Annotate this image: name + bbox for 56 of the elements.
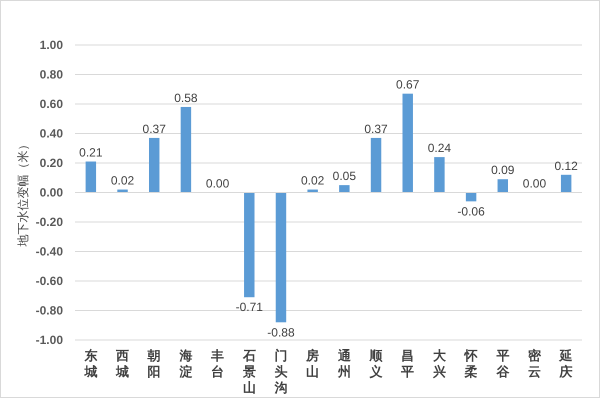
- y-tick-label: -0.80: [36, 304, 64, 318]
- x-tick-label: 东城: [83, 348, 98, 379]
- data-label: 0.00: [206, 176, 230, 190]
- bar: [434, 157, 445, 192]
- y-tick-label: 0.60: [40, 97, 64, 111]
- data-label: 0.02: [300, 174, 325, 188]
- bar: [402, 94, 413, 192]
- y-tick-label: 0.40: [40, 126, 64, 140]
- bar: [339, 185, 350, 192]
- bar: [466, 192, 476, 202]
- y-tick-label: -0.20: [36, 215, 64, 229]
- data-label: 0.21: [79, 146, 103, 160]
- data-label: 0.67: [396, 78, 420, 92]
- bar: [244, 192, 255, 298]
- x-tick-label: 西城: [115, 348, 130, 379]
- x-tick-label: 丰台: [210, 348, 224, 379]
- y-tick-label: 0.00: [40, 186, 64, 200]
- bar: [148, 138, 160, 192]
- x-tick-label: 门头沟: [273, 348, 288, 395]
- x-tick-label: 平谷: [495, 348, 510, 379]
- y-tick-label: -0.40: [36, 244, 64, 258]
- data-label: 0.24: [428, 141, 452, 156]
- x-tick-label: 通州: [336, 348, 352, 379]
- x-tick-label: 延庆: [558, 348, 573, 379]
- data-label: 0.09: [491, 163, 515, 178]
- x-tick-label: 昌平: [400, 348, 414, 379]
- bar: [180, 106, 192, 192]
- y-tick-label: -0.60: [36, 274, 64, 288]
- bar: [498, 179, 508, 192]
- data-label: -0.06: [457, 204, 486, 218]
- data-label: -0.71: [236, 300, 264, 314]
- x-tick-label: 大兴: [432, 348, 447, 379]
- bar: [560, 174, 572, 192]
- x-tick-label: 顺义: [368, 348, 384, 379]
- data-label: -0.88: [267, 325, 295, 340]
- bar: [276, 192, 286, 322]
- y-tick-label: 0.80: [40, 68, 64, 82]
- data-label: 0.12: [554, 158, 578, 173]
- bar: [370, 138, 382, 192]
- x-tick-label: 房山: [305, 348, 320, 379]
- x-tick-label: 石景山: [242, 348, 256, 395]
- data-label: 0.05: [332, 169, 356, 184]
- y-tick-label: 1.00: [40, 38, 64, 52]
- x-tick-label: 怀柔: [464, 348, 479, 379]
- y-tick-label: 0.20: [40, 156, 64, 170]
- data-label: 0.37: [142, 122, 166, 136]
- data-label: 0.37: [364, 122, 388, 136]
- x-tick-label: 密云: [528, 348, 542, 379]
- data-label: 0.02: [110, 174, 135, 188]
- bar: [86, 162, 96, 192]
- y-axis-title: 地下水位变幅（米）: [16, 138, 30, 248]
- x-tick-label: 海淀: [178, 348, 192, 379]
- data-label: 0.00: [522, 176, 546, 190]
- y-tick-label: -1.00: [36, 333, 64, 347]
- x-tick-label: 朝阳: [146, 348, 161, 379]
- data-label: 0.58: [174, 90, 198, 105]
